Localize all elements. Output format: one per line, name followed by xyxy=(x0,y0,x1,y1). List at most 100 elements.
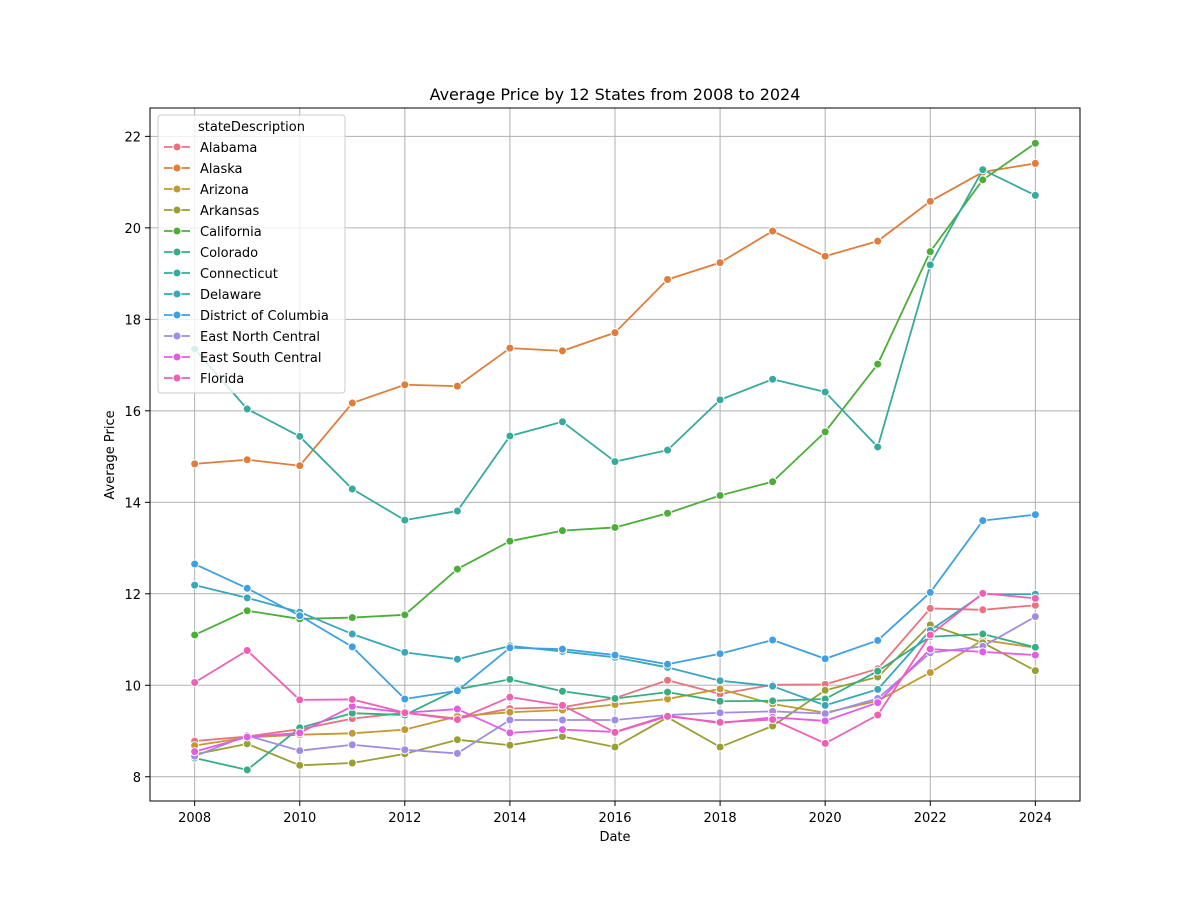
data-point-alaska xyxy=(663,275,673,285)
legend-label: Arkansas xyxy=(200,204,259,219)
data-point-district-of-columbia xyxy=(978,516,988,526)
data-point-colorado xyxy=(242,765,252,775)
data-point-connecticut xyxy=(400,515,410,525)
data-point-district-of-columbia xyxy=(242,583,252,593)
data-point-arkansas xyxy=(1030,666,1040,676)
data-point-district-of-columbia xyxy=(663,659,673,669)
data-point-connecticut xyxy=(768,374,778,384)
data-point-connecticut xyxy=(505,431,515,441)
data-point-arkansas xyxy=(347,758,357,768)
data-point-east-south-central xyxy=(925,644,935,654)
data-point-california xyxy=(715,490,725,500)
series-district-of-columbia xyxy=(190,510,1040,704)
data-point-east-south-central xyxy=(1030,650,1040,660)
data-point-east-south-central xyxy=(820,716,830,726)
data-point-california xyxy=(820,427,830,437)
data-point-colorado xyxy=(768,696,778,706)
data-point-alaska xyxy=(190,459,200,469)
gridlines xyxy=(150,108,1080,801)
data-point-colorado xyxy=(610,694,620,704)
data-point-district-of-columbia xyxy=(925,587,935,597)
data-point-arizona xyxy=(347,728,357,738)
legend-label: East North Central xyxy=(200,330,320,345)
data-point-connecticut xyxy=(1030,190,1040,200)
data-point-connecticut xyxy=(242,404,252,414)
data-point-east-north-central xyxy=(820,709,830,719)
data-point-connecticut xyxy=(610,457,620,467)
data-point-district-of-columbia xyxy=(610,650,620,660)
legend-item-district-of-columbia: District of Columbia xyxy=(164,309,329,324)
legend-item-colorado: Colorado xyxy=(164,246,258,261)
series-connecticut xyxy=(190,165,1040,525)
data-point-alaska xyxy=(557,346,567,356)
series-florida xyxy=(190,588,1040,748)
data-point-east-north-central xyxy=(400,745,410,755)
legend-label: Delaware xyxy=(200,288,261,303)
legend-label: Florida xyxy=(200,372,244,387)
data-point-district-of-columbia xyxy=(452,686,462,696)
data-point-east-south-central xyxy=(557,725,567,735)
legend-swatch-marker xyxy=(172,331,182,341)
legend-label: Alaska xyxy=(200,162,243,177)
data-point-east-south-central xyxy=(295,728,305,738)
data-point-arkansas xyxy=(715,742,725,752)
x-axis-label: Date xyxy=(599,830,630,845)
data-point-district-of-columbia xyxy=(347,642,357,652)
data-point-connecticut xyxy=(873,442,883,452)
data-point-florida xyxy=(663,711,673,721)
data-point-florida xyxy=(190,678,200,688)
legend-swatch-marker xyxy=(172,247,182,257)
data-point-delaware xyxy=(347,629,357,639)
data-point-east-north-central xyxy=(452,748,462,758)
data-point-connecticut xyxy=(978,165,988,175)
data-point-arkansas xyxy=(452,735,462,745)
data-point-delaware xyxy=(820,700,830,710)
data-point-colorado xyxy=(557,686,567,696)
data-point-alaska xyxy=(295,461,305,471)
legend-swatch-marker xyxy=(172,373,182,383)
data-point-colorado xyxy=(978,629,988,639)
data-point-florida xyxy=(242,646,252,656)
data-point-arizona xyxy=(925,667,935,677)
data-point-california xyxy=(505,536,515,546)
data-point-arkansas xyxy=(295,760,305,770)
data-point-district-of-columbia xyxy=(768,635,778,645)
data-point-california xyxy=(190,630,200,640)
legend-title: stateDescription xyxy=(198,120,305,135)
axis-ticks: 2008 2010 2012 2014 2016 2018 2020 2022 20248101… xyxy=(124,130,1051,826)
legend-item-east-north-central: East North Central xyxy=(164,330,320,345)
data-point-east-south-central xyxy=(242,732,252,742)
legend-item-arizona: Arizona xyxy=(164,183,249,198)
data-point-colorado xyxy=(1030,642,1040,652)
legend-swatch-marker xyxy=(172,205,182,215)
data-point-alaska xyxy=(242,455,252,465)
data-point-alaska xyxy=(452,381,462,391)
data-point-east-north-central xyxy=(347,740,357,750)
data-point-california xyxy=(925,247,935,257)
legend-label: Arizona xyxy=(200,183,249,198)
legend-label: Connecticut xyxy=(200,267,278,282)
data-point-connecticut xyxy=(820,387,830,397)
data-point-arkansas xyxy=(505,740,515,750)
legend-item-alaska: Alaska xyxy=(164,162,243,177)
data-point-california xyxy=(452,564,462,574)
legend-swatch-marker xyxy=(172,184,182,194)
y-tick-label: 22 xyxy=(124,130,141,145)
data-point-district-of-columbia xyxy=(557,644,567,654)
data-point-california xyxy=(978,175,988,185)
data-point-florida xyxy=(768,715,778,725)
data-point-east-north-central xyxy=(1030,612,1040,622)
legend-item-california: California xyxy=(164,225,262,240)
y-tick-label: 20 xyxy=(124,222,141,237)
x-tick-label: 2024 xyxy=(1019,811,1052,826)
y-tick-label: 8 xyxy=(133,771,141,786)
legend: stateDescription Alabama Alaska Arizona Arka… xyxy=(157,114,346,394)
data-point-california xyxy=(557,526,567,536)
data-point-connecticut xyxy=(347,484,357,494)
data-point-delaware xyxy=(715,676,725,686)
legend-swatch-marker xyxy=(172,352,182,362)
data-point-florida xyxy=(295,695,305,705)
data-point-california xyxy=(873,359,883,369)
data-point-california xyxy=(242,606,252,616)
x-tick-label: 2014 xyxy=(493,811,526,826)
